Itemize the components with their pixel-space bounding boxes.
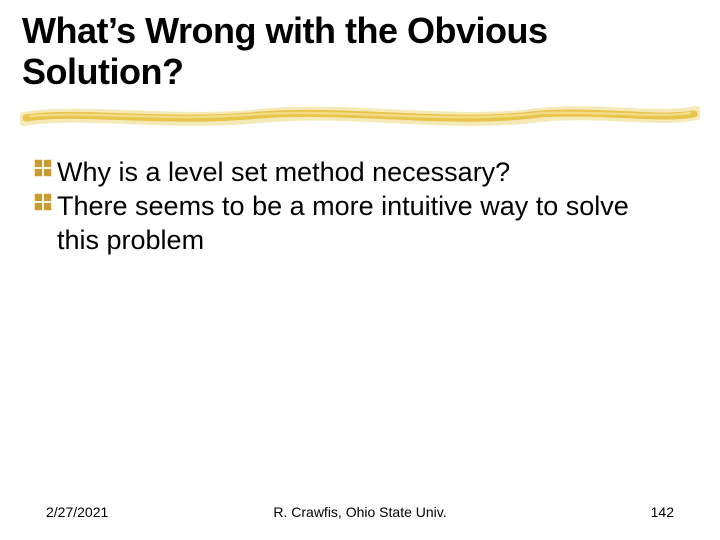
footer-author: R. Crawfis, Ohio State Univ. <box>0 504 720 520</box>
footer: 2/27/2021 R. Crawfis, Ohio State Univ. 1… <box>0 500 720 520</box>
footer-page-number: 142 <box>651 504 674 520</box>
list-item: Why is a level set method necessary? <box>32 156 672 190</box>
slide: What’s Wrong with the Obvious Solution? … <box>0 0 720 540</box>
body-content: Why is a level set method necessary? The… <box>32 156 672 257</box>
slide-title: What’s Wrong with the Obvious Solution? <box>22 10 662 93</box>
title-underline <box>20 101 700 131</box>
bullet-icon <box>32 157 54 179</box>
list-item-text: Why is a level set method necessary? <box>57 156 672 190</box>
list-item-text: There seems to be a more intuitive way t… <box>57 190 672 258</box>
bullet-icon <box>32 191 54 213</box>
list-item: There seems to be a more intuitive way t… <box>32 190 672 258</box>
